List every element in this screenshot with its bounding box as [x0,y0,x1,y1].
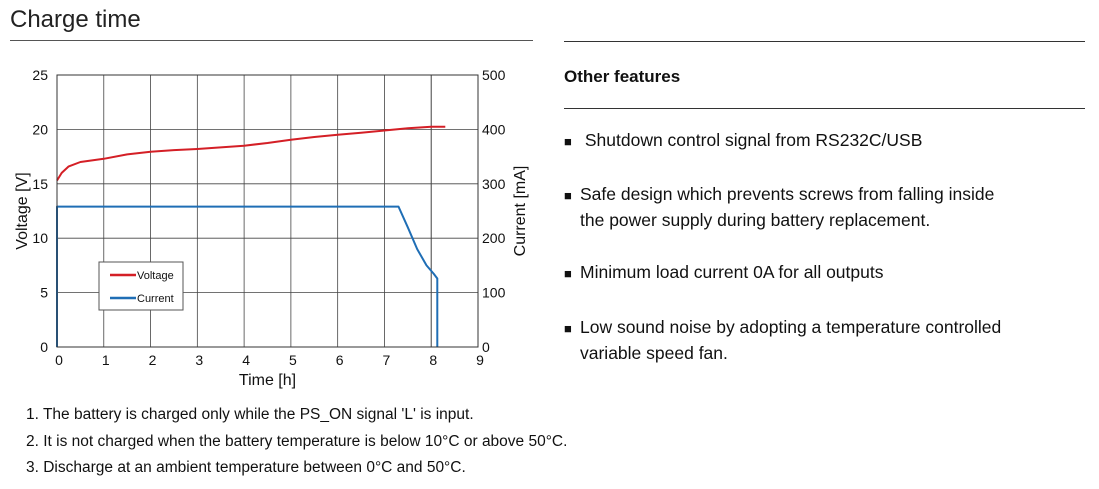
feature-item: ■ Low sound noise by adopting a temperatu… [564,315,1099,365]
feature-text: Minimum load current 0A for all outputs [580,262,884,282]
features-heading: Other features [564,67,681,86]
x-axis-label: Time [h] [239,372,296,389]
feature-item: ■ Minimum load current 0A for all outputs [564,260,1099,286]
series-line-voltage [56,125,446,182]
bullet-icon: ■ [564,321,572,336]
x-tick-label: 0 [55,352,63,368]
x-tick-label: 6 [336,352,344,368]
y-left-tick-label: 0 [40,339,48,355]
note-item: 2. It is not charged when the battery te… [26,432,568,450]
y-axis-left-label: Voltage [V] [14,172,31,249]
section-title: Charge time [10,6,141,33]
feature-text: the power supply during battery replacem… [580,210,931,230]
feature-item: ■ Safe design which prevents screws from … [564,182,1099,232]
x-tick-label: 2 [149,352,157,368]
feature-item: ■ Shutdown control signal from RS232C/US… [564,128,1099,154]
y-right-tick-label: 0 [482,339,490,355]
x-tick-label: 8 [429,352,437,368]
y-right-tick-label: 200 [482,230,506,246]
bullet-icon: ■ [564,188,572,203]
x-tick-label: 1 [102,352,110,368]
note-item: 3. Discharge at an ambient temperature b… [26,459,466,476]
feature-text: Low sound noise by adopting a temperatur… [580,317,1002,337]
y-right-tick-label: 500 [482,67,506,83]
chart-legend: Voltage Current [98,261,184,311]
y-left-tick-label: 5 [40,285,48,301]
chart-axis-labels: Time [h] Voltage [V] Current [mA] [14,166,529,389]
y-right-tick-label: 300 [482,176,506,192]
y-left-tick-label: 10 [32,230,48,246]
legend-box [98,261,184,311]
x-tick-label: 7 [383,352,391,368]
notes-list: 1. The battery is charged only while the… [26,402,567,482]
x-tick-label: 9 [476,352,484,368]
title-divider [10,40,533,41]
features-mid-divider [564,108,1085,109]
feature-text: Shutdown control signal from RS232C/USB [580,130,923,150]
chart-series [56,125,446,347]
series-line-current [56,205,439,347]
note-item: 1. The battery is charged only while the… [26,406,474,423]
y-right-tick-label: 100 [482,285,506,301]
y-right-tick-label: 400 [482,121,506,137]
y-left-tick-label: 25 [32,67,48,83]
x-tick-label: 3 [195,352,203,368]
x-tick-label: 5 [289,352,297,368]
feature-text: variable speed fan. [580,343,728,363]
y-left-tick-label: 20 [32,121,48,137]
legend-current-label: Current [137,293,174,305]
feature-text: Safe design which prevents screws from f… [580,184,995,204]
bullet-icon: ■ [564,134,572,149]
features-top-divider [564,41,1085,42]
bullet-icon: ■ [564,266,572,281]
y-left-tick-label: 15 [32,176,48,192]
x-tick-label: 4 [242,352,250,368]
y-axis-right-label: Current [mA] [512,166,529,257]
plot-frame [56,74,479,348]
legend-voltage-label: Voltage [137,270,174,282]
